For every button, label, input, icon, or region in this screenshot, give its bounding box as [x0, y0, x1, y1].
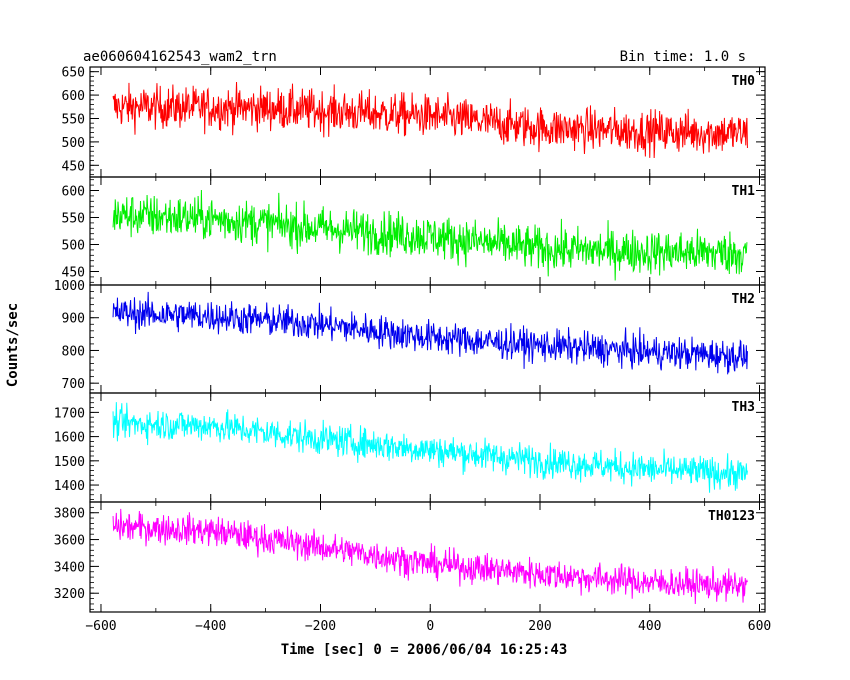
y-tick-label-th0: 550: [62, 112, 85, 127]
y-tick-label-th0123: 3200: [54, 587, 85, 602]
x-tick-label: 400: [638, 619, 661, 634]
y-tick-label-th0123: 3400: [54, 560, 85, 575]
y-tick-label-th1: 500: [62, 239, 85, 254]
y-tick-label-th0123: 3600: [54, 534, 85, 549]
series-line-th0: [112, 82, 748, 159]
y-tick-label-th0: 450: [62, 159, 85, 174]
y-tick-label-th0: 500: [62, 136, 85, 151]
y-tick-label-th0: 600: [62, 89, 85, 104]
y-tick-label-th3: 1700: [54, 406, 85, 421]
series-label-th2: TH2: [732, 292, 755, 307]
y-tick-label-th0123: 3800: [54, 507, 85, 522]
y-tick-label-th2: 1000: [54, 279, 85, 294]
series-label-th3: TH3: [732, 400, 755, 415]
y-tick-label-th2: 900: [62, 312, 85, 327]
y-tick-label-th2: 700: [62, 377, 85, 392]
y-tick-label-th1: 450: [62, 266, 85, 281]
series-line-th2: [112, 291, 748, 375]
panels-group: 450 500 550 600 650 TH0 450 500 550 600 TH1 700 800 9…: [54, 66, 772, 634]
series-label-th0123: TH0123: [708, 509, 755, 524]
series-line-th3: [112, 402, 748, 493]
x-tick-label: 600: [748, 619, 771, 634]
series-label-th1: TH1: [732, 184, 756, 199]
y-axis-title: Counts/sec: [5, 303, 21, 387]
bin-time-label: Bin time: 1.0 s: [620, 49, 746, 65]
panel-frame-th0123: [89, 501, 766, 613]
series-label-th0: TH0: [732, 74, 756, 89]
y-tick-label-th3: 1500: [54, 455, 85, 470]
y-tick-label-th3: 1600: [54, 431, 85, 446]
y-tick-label-th0: 650: [62, 66, 85, 81]
y-tick-label-th3: 1400: [54, 479, 85, 494]
x-tick-label: 200: [528, 619, 551, 634]
x-axis-title: Time [sec] 0 = 2006/06/04 16:25:43: [281, 642, 568, 658]
x-tick-label: −200: [305, 619, 336, 634]
x-tick-label: −400: [195, 619, 226, 634]
chart-title: ae060604162543_wam2_trn: [83, 49, 277, 65]
series-line-th1: [112, 190, 748, 281]
y-tick-label-th1: 600: [62, 185, 85, 200]
y-tick-label-th2: 800: [62, 344, 85, 359]
x-tick-label: 0: [426, 619, 434, 634]
series-line-th0123: [112, 508, 748, 605]
y-tick-label-th1: 550: [62, 212, 85, 227]
x-tick-label: −600: [85, 619, 116, 634]
